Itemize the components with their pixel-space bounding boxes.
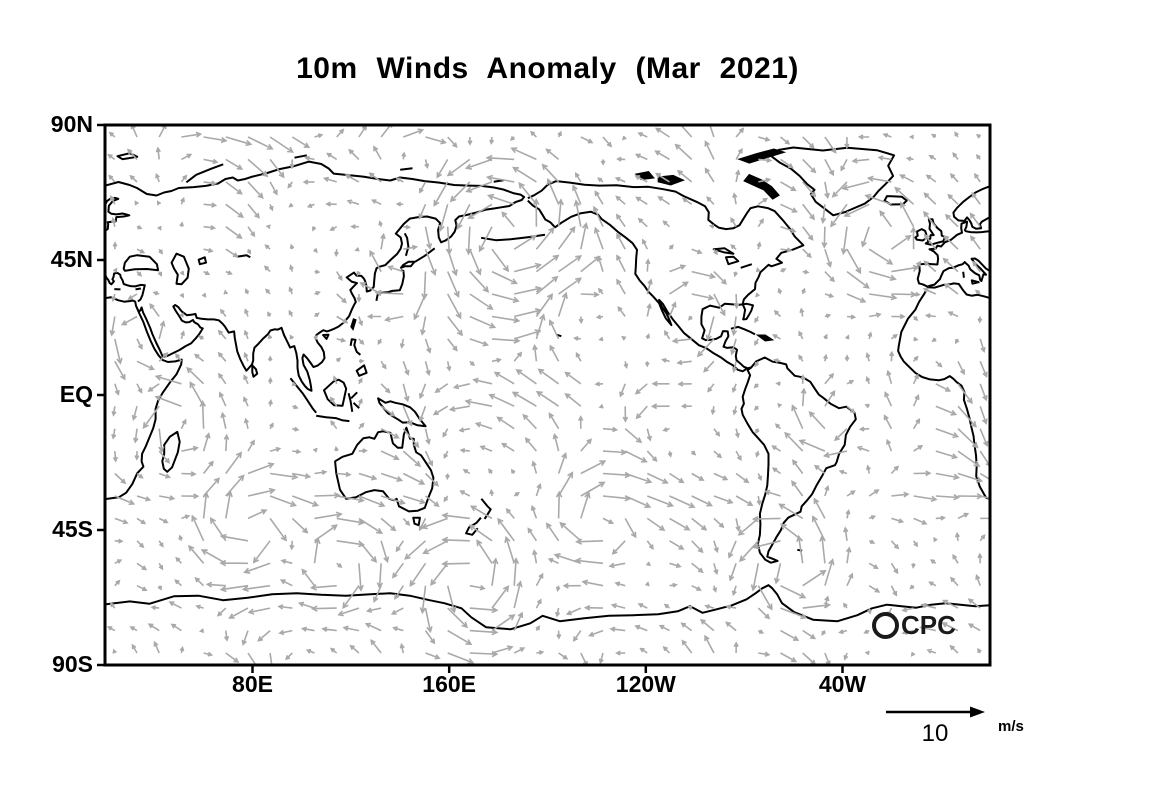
reference-vector-units: m/s (998, 718, 1024, 735)
x-axis-label-40W: 40W (818, 671, 867, 697)
reference-vector-value: 10 (921, 720, 949, 747)
y-axis-label-45S: 45S (52, 516, 93, 542)
x-axis-label-120W: 120W (615, 671, 676, 697)
plot-frame (97, 123, 992, 673)
x-axis-label-160E: 160E (422, 671, 477, 697)
y-axis-label-45N: 45N (50, 246, 93, 272)
y-axis-label-90N: 90N (50, 111, 93, 137)
wind-anomaly-arrows (106, 125, 990, 665)
reference-arrow (886, 706, 985, 718)
chart-title: 10m Winds Anomaly (Mar 2021) (296, 52, 799, 85)
cpc-watermark: CPC (872, 610, 956, 641)
y-axis-label-90S: 90S (52, 651, 93, 677)
y-axis-label-EQ: EQ (59, 381, 93, 407)
x-axis-label-80E: 80E (232, 671, 273, 697)
noaa-logo-icon (872, 612, 899, 639)
coastlines (105, 146, 990, 631)
watermark-text: CPC (901, 610, 956, 640)
